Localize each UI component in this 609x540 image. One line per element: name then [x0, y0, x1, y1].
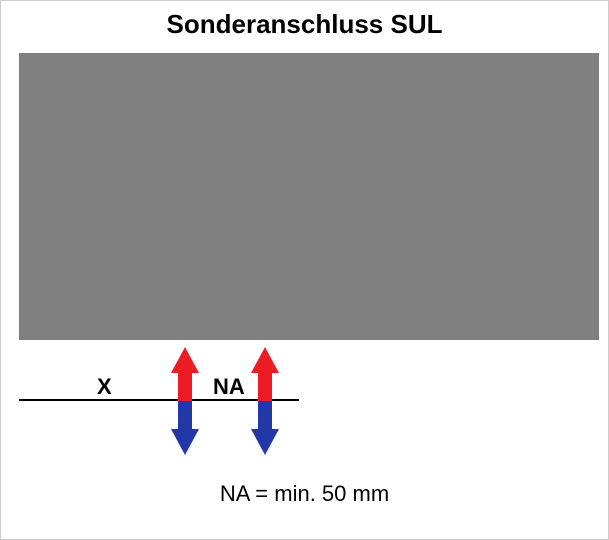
- diagram-canvas: Sonderanschluss SUL X NA NA = min. 50 mm: [0, 0, 609, 540]
- na-label: NA: [213, 374, 245, 400]
- x-label: X: [97, 374, 112, 400]
- return-arrow-down-right-icon: [251, 401, 279, 455]
- flow-arrow-up-left-icon: [171, 347, 199, 401]
- arrow-head-icon: [171, 347, 199, 373]
- arrow-stem-icon: [258, 401, 272, 429]
- radiator-block: [19, 53, 599, 340]
- diagram-title: Sonderanschluss SUL: [1, 9, 608, 40]
- return-arrow-down-left-icon: [171, 401, 199, 455]
- arrow-stem-icon: [258, 373, 272, 401]
- arrow-head-icon: [171, 429, 199, 455]
- arrow-stem-icon: [178, 401, 192, 429]
- arrow-stem-icon: [178, 373, 192, 401]
- arrow-head-icon: [251, 347, 279, 373]
- flow-arrow-up-right-icon: [251, 347, 279, 401]
- na-footnote: NA = min. 50 mm: [1, 481, 608, 507]
- arrow-head-icon: [251, 429, 279, 455]
